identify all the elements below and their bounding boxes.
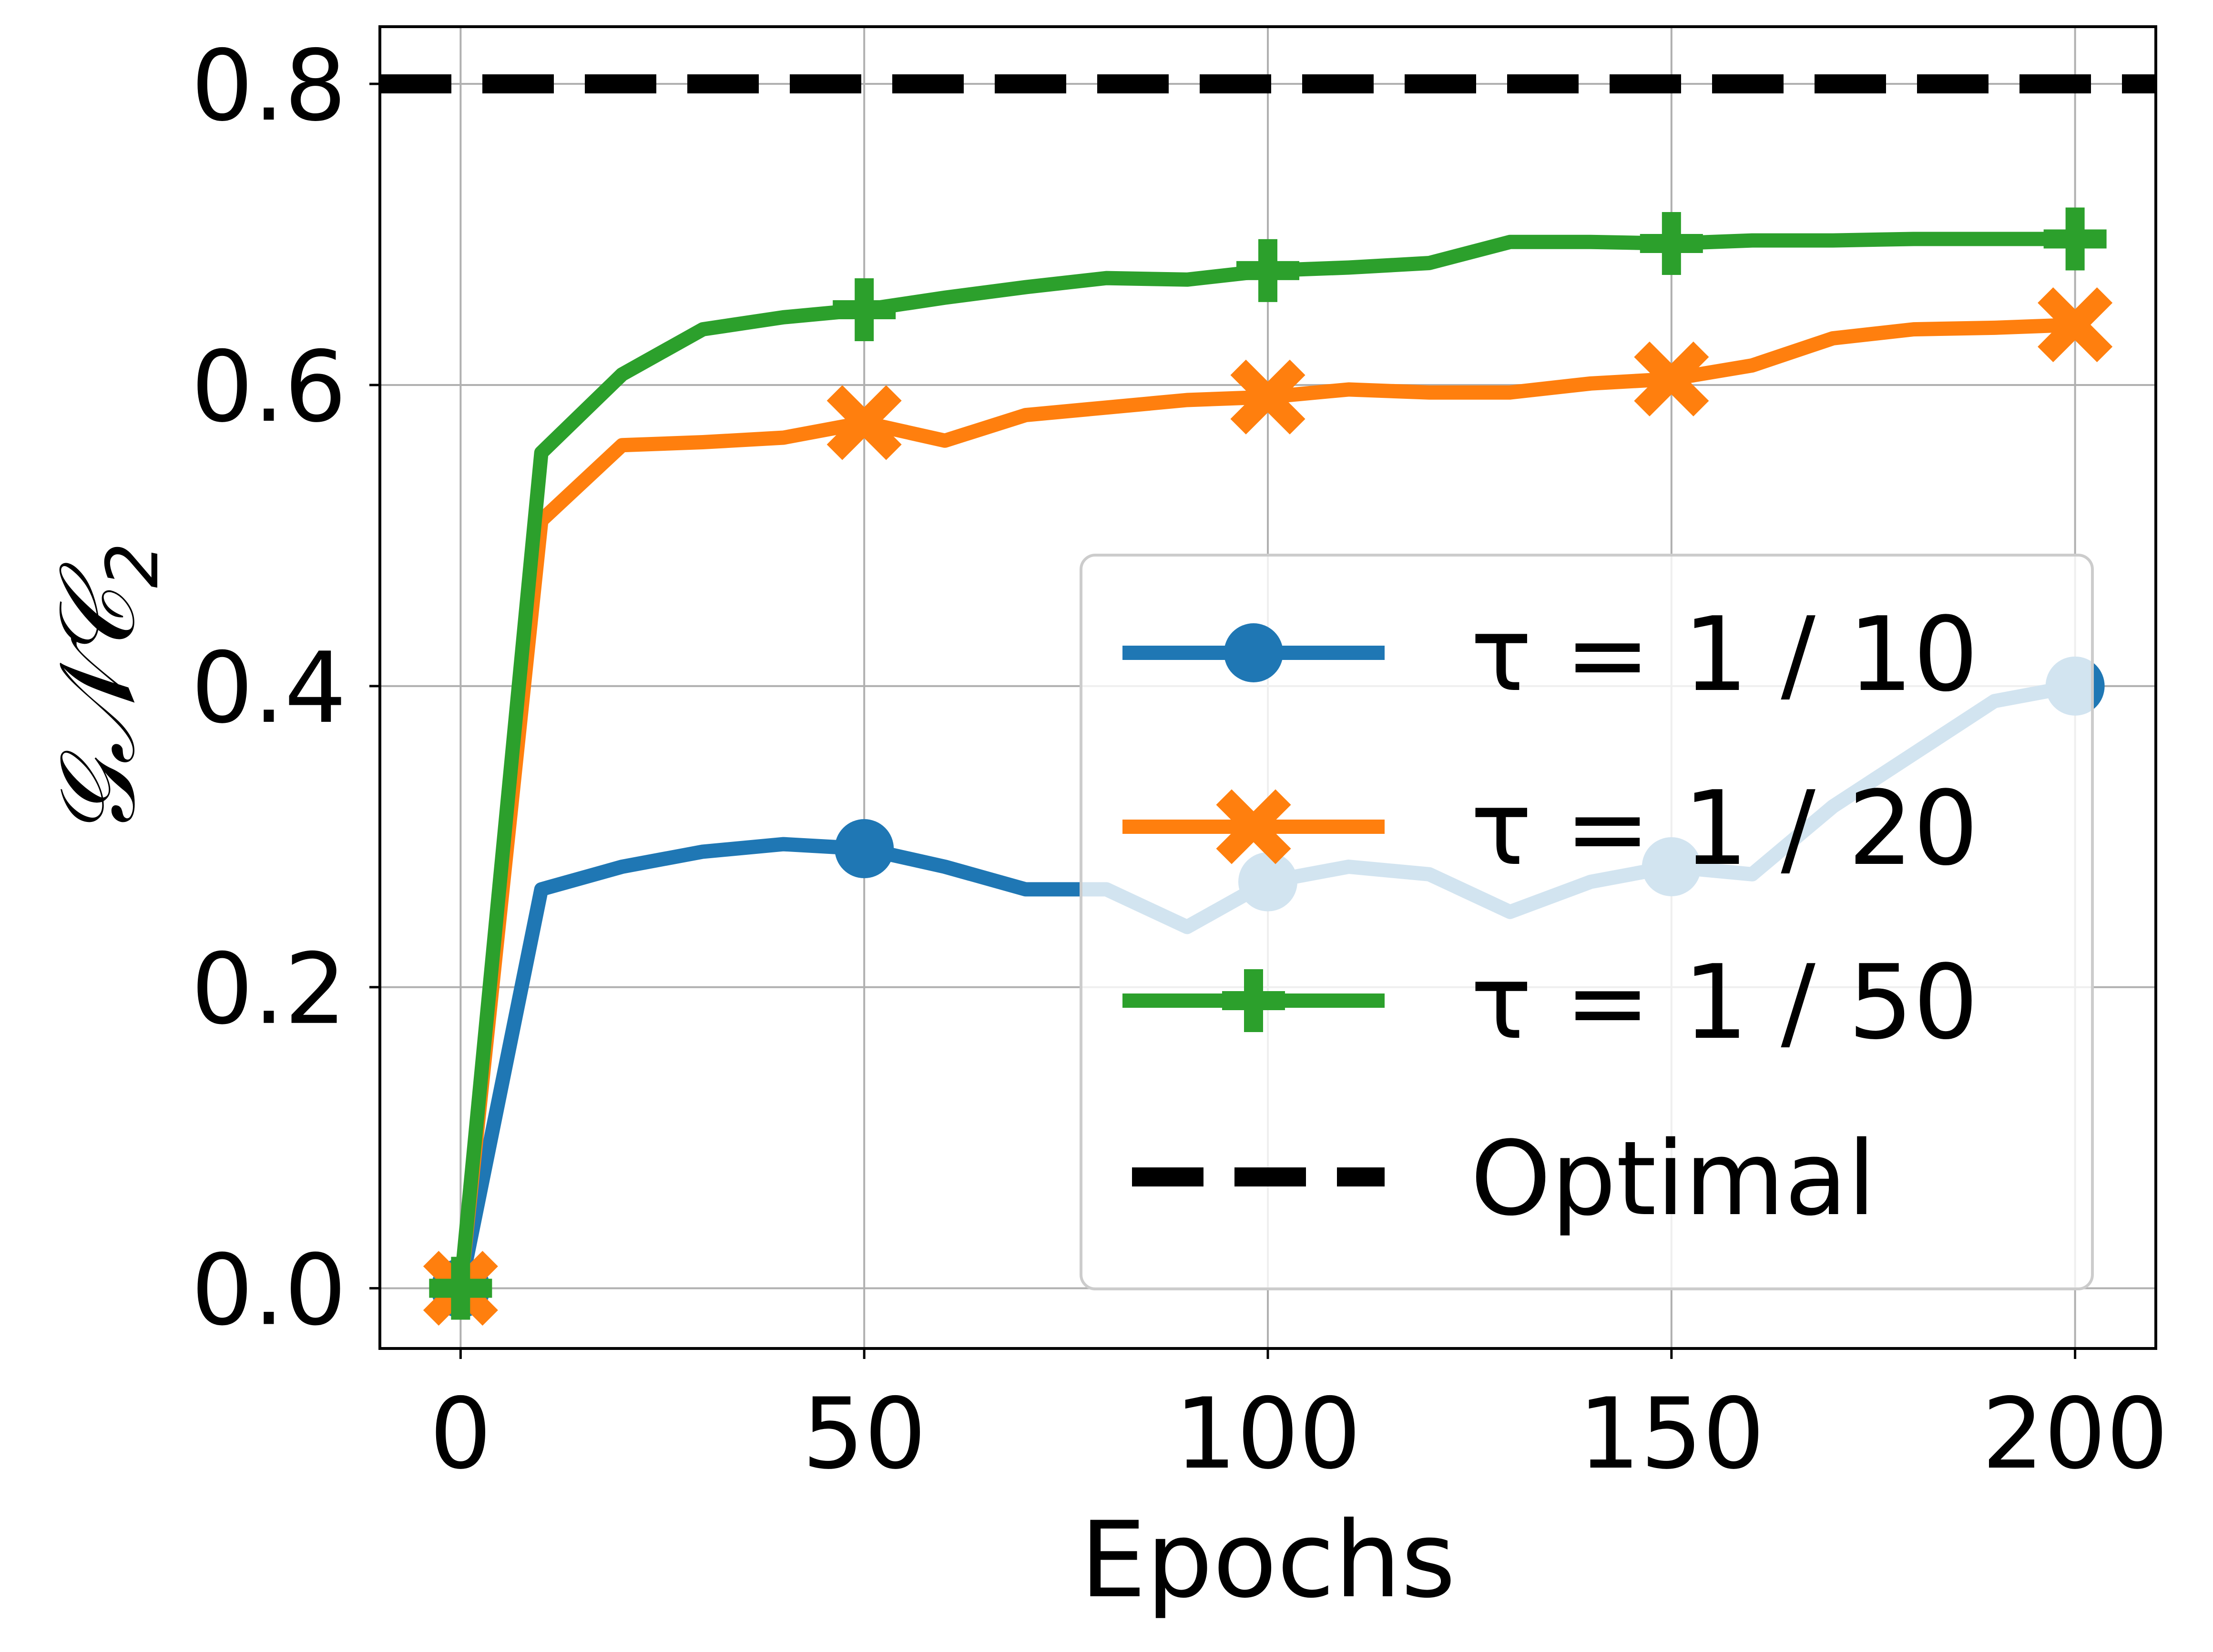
- series-2-marker-x100: [1230, 359, 1305, 435]
- series-3-marker-x150: [1640, 212, 1703, 275]
- legend-entry-3: τ = 1 / 50: [1122, 943, 1978, 1062]
- y-tick-label-0.4: 0.4: [191, 632, 347, 745]
- legend-entries: τ = 1 / 10 τ = 1 / 20 τ = 1 / 50 Optimal: [1122, 595, 1978, 1238]
- series-1-marker-x50: [835, 819, 894, 879]
- series-3-marker-x50: [833, 278, 896, 341]
- legend-entry-1: τ = 1 / 10: [1122, 595, 1978, 714]
- y-axis-title: 𝒢𝒩𝒞2: [36, 542, 174, 839]
- series-2-marker-x100-stroke-b: [1230, 359, 1305, 435]
- series-2-marker-x50: [826, 385, 902, 460]
- legend-marker-2-stroke-b: [1216, 789, 1291, 864]
- y-tick-label-0.2: 0.2: [191, 933, 347, 1046]
- y-tick-label-0.8: 0.8: [191, 30, 347, 143]
- x-tick-label-200: 200: [1982, 1378, 2168, 1491]
- x-tick-label-100: 100: [1174, 1378, 1361, 1491]
- y-tick-label-0: 0.0: [191, 1234, 347, 1348]
- series-3-marker-x0: [429, 1257, 492, 1320]
- x-axis-title: Epochs: [1080, 1499, 1456, 1621]
- legend-box: [1080, 554, 2094, 1290]
- axis-ticks: 0 50 100 150 200 0.0 0.2 0.4 0.6 0.8: [191, 30, 2168, 1491]
- legend-marker-2: [1216, 789, 1291, 864]
- y-tick-label-0.6: 0.6: [191, 331, 347, 444]
- legend-marker-1: [1224, 623, 1283, 682]
- x-tick-label-150: 150: [1578, 1378, 1764, 1491]
- series-2-marker-x200-stroke-b: [2038, 287, 2113, 363]
- legend-label-3: τ = 1 / 50: [1470, 943, 1978, 1062]
- legend: τ = 1 / 10 τ = 1 / 20 τ = 1 / 50 Optimal: [1080, 554, 2094, 1290]
- series-2-marker-x150: [1634, 341, 1709, 416]
- series-2-marker-x150-stroke-b: [1634, 341, 1709, 416]
- y-axis-title-main: 𝒢𝒩𝒞: [36, 562, 158, 839]
- series-3-marker-x100: [1236, 239, 1299, 302]
- series-2-marker-x50-stroke-b: [826, 385, 902, 460]
- legend-label-4: Optimal: [1470, 1119, 1876, 1238]
- legend-label-2: τ = 1 / 20: [1470, 769, 1978, 888]
- series-2-marker-x200: [2038, 287, 2113, 363]
- legend-label-1: τ = 1 / 10: [1470, 595, 1978, 714]
- y-axis-title-subscript: 2: [92, 542, 174, 588]
- legend-entry-2: τ = 1 / 20: [1122, 769, 1978, 888]
- series-3-marker-x200: [2043, 207, 2107, 271]
- legend-entry-4: Optimal: [1132, 1119, 1876, 1238]
- x-tick-label-0: 0: [429, 1378, 491, 1491]
- legend-marker-3: [1222, 969, 1285, 1032]
- x-tick-label-50: 50: [802, 1378, 927, 1491]
